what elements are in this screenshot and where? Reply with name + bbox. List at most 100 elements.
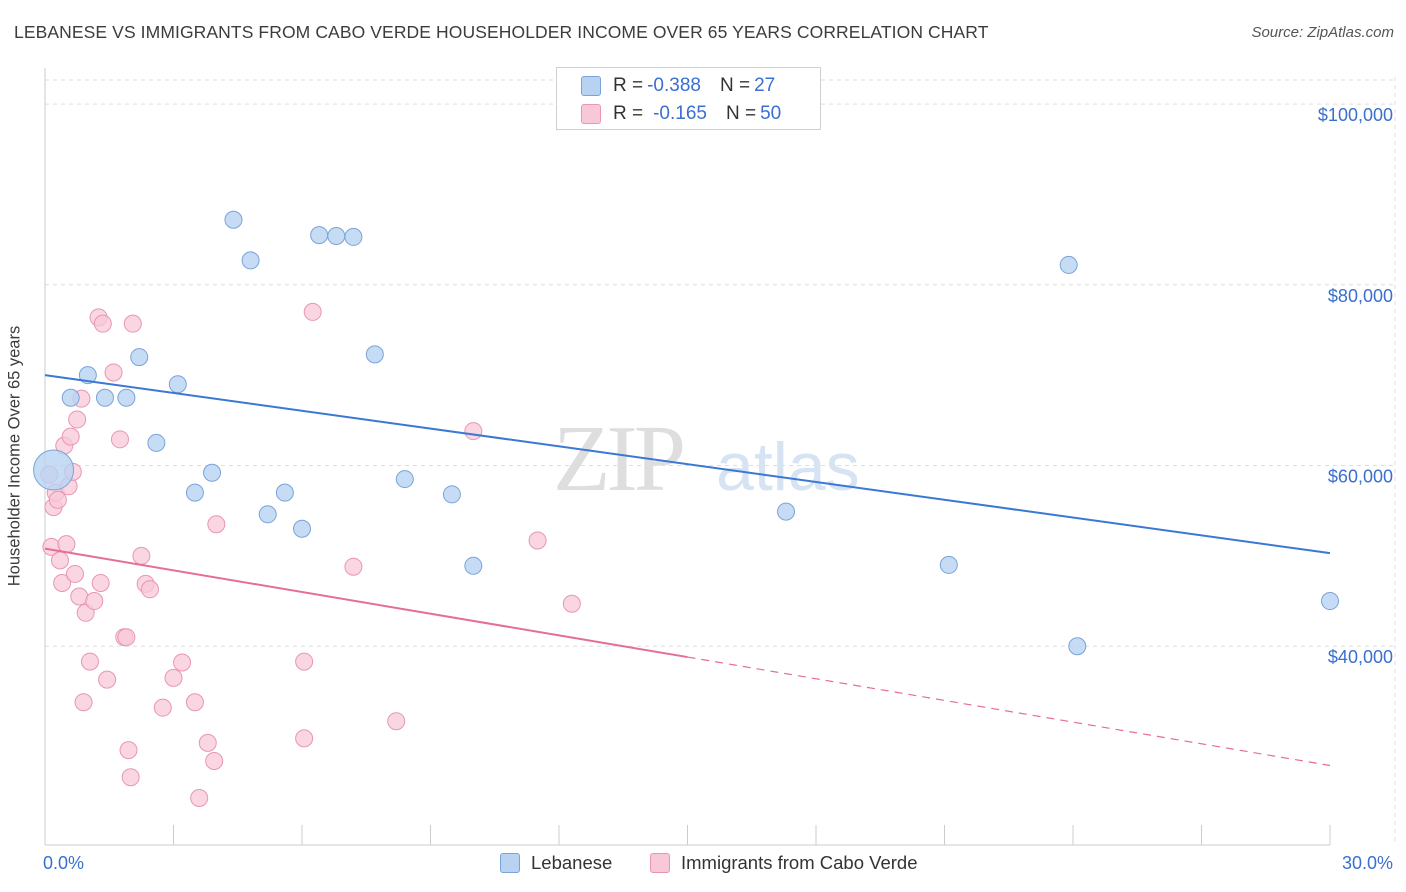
cabo-verde-swatch (581, 104, 601, 124)
cabo-verde-point (123, 314, 142, 333)
lebanese-point (293, 519, 311, 538)
cabo-verde-point (207, 515, 226, 534)
cabo-verde-point (80, 652, 99, 671)
lebanese-trend-line (44, 374, 1331, 555)
y-axis-label: Householder Income Over 65 years (5, 325, 24, 587)
watermark-atlas: atlas (716, 429, 860, 505)
lebanese-point (168, 375, 187, 394)
cabo-verde-trend-line (44, 547, 688, 659)
cabo-verde-point (198, 733, 217, 752)
lebanese-point (117, 388, 136, 407)
lebanese-point (777, 502, 796, 521)
r-label: R = (613, 103, 644, 124)
cabo-verde-point (119, 741, 138, 760)
lebanese-point (1059, 255, 1078, 274)
lebanese-legend-label: Lebanese (531, 852, 613, 873)
cabo-verde-legend-swatch (650, 853, 670, 873)
n-value: 27 (754, 75, 776, 96)
cabo-verde-point (464, 422, 483, 441)
lebanese-point (185, 483, 204, 502)
cabo-verde-point (48, 490, 67, 509)
cabo-verde-point (110, 430, 129, 449)
lebanese-point (464, 556, 483, 575)
legend-row-cabo-verde: R = -0.165 N = 50 (581, 102, 781, 126)
lebanese-point (147, 433, 166, 452)
cabo-verde-point (121, 768, 140, 787)
y-tick-label: $100,000 (1318, 105, 1393, 125)
cabo-verde-points (40, 302, 581, 808)
lebanese-point (224, 210, 243, 229)
cabo-verde-point (303, 302, 322, 321)
lebanese-point (365, 345, 384, 364)
bottom-legend-cabo-verde: Immigrants from Cabo Verde (650, 852, 917, 874)
n-label: N = (725, 103, 757, 124)
y-tick-label: $40,000 (1328, 647, 1393, 667)
lebanese-point (939, 555, 958, 574)
r-value: -0.165 (653, 103, 707, 124)
lebanese-point (61, 388, 80, 407)
cabo-verde-point (173, 653, 192, 672)
lebanese-point (442, 485, 461, 504)
cabo-verde-trend-extension (687, 656, 1331, 767)
x-tick-label-max: 30.0% (1342, 853, 1393, 873)
r-label: R = (613, 75, 644, 96)
lebanese-point (241, 251, 260, 270)
cabo-verde-point (85, 592, 104, 611)
trend-lines (44, 374, 1331, 767)
cabo-verde-point (185, 693, 204, 712)
watermark-zip: ZIP (553, 407, 683, 511)
cabo-verde-point (528, 531, 547, 550)
chart-title: LEBANESE VS IMMIGRANTS FROM CABO VERDE H… (14, 22, 989, 42)
axes (44, 68, 1331, 846)
lebanese-point (395, 470, 414, 489)
source-credit: Source: ZipAtlas.com (1251, 24, 1394, 41)
cabo-verde-point (132, 546, 151, 565)
n-value: 50 (760, 103, 782, 124)
cabo-verde-point (57, 535, 76, 554)
cabo-verde-point (117, 628, 136, 647)
cabo-verde-point (98, 670, 117, 689)
cabo-verde-point (295, 729, 314, 748)
cabo-verde-point (68, 410, 87, 429)
cabo-verde-point (387, 712, 406, 731)
lebanese-point (130, 348, 149, 367)
cabo-verde-point (91, 573, 110, 592)
y-tick-label: $60,000 (1328, 467, 1393, 487)
cabo-verde-point (53, 573, 72, 592)
lebanese-point (1321, 592, 1339, 611)
r-value: -0.388 (647, 75, 701, 96)
cabo-verde-point (164, 668, 183, 687)
cabo-verde-point (344, 557, 363, 576)
cabo-verde-point (205, 751, 224, 770)
cabo-verde-point (70, 587, 89, 606)
cabo-verde-point (93, 314, 112, 333)
lebanese-point (33, 449, 75, 491)
lebanese-point (344, 227, 363, 246)
cabo-verde-point (50, 551, 69, 570)
cabo-verde-point (104, 363, 123, 382)
cabo-verde-point (153, 698, 172, 717)
lebanese-point (258, 505, 277, 524)
x-tick-label-min: 0.0% (43, 853, 84, 873)
lebanese-point (275, 483, 294, 502)
tick-labels: $40,000 $60,000 $80,000 $100,000 0.0% 30.0% (43, 105, 1393, 873)
lebanese-legend-swatch (500, 853, 520, 873)
lebanese-point (95, 388, 114, 407)
legend-row-lebanese: R = -0.388 N = 27 (581, 74, 775, 98)
cabo-verde-point (74, 693, 93, 712)
bottom-legend-lebanese: Lebanese (500, 852, 612, 874)
lebanese-point (203, 463, 222, 482)
lebanese-point (327, 227, 346, 246)
correlation-legend: R = -0.388 N = 27 R = -0.165 N = 50 (556, 67, 821, 130)
lebanese-swatch (581, 76, 601, 96)
cabo-verde-legend-label: Immigrants from Cabo Verde (681, 852, 918, 873)
lebanese-point (310, 226, 329, 245)
cabo-verde-point (190, 789, 209, 808)
lebanese-point (78, 366, 97, 385)
cabo-verde-point (562, 594, 581, 613)
cabo-verde-point (61, 427, 80, 446)
cabo-verde-point (65, 564, 84, 583)
lebanese-point (1068, 637, 1087, 656)
cabo-verde-point (140, 580, 159, 599)
